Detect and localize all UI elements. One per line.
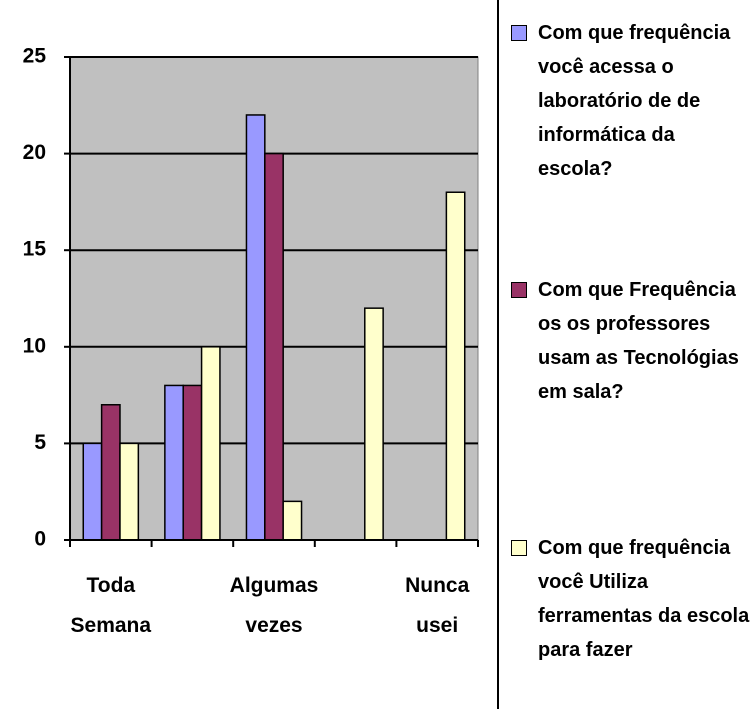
bar	[264, 152, 284, 541]
bar	[445, 191, 466, 541]
y-tick-label: 20	[23, 141, 46, 164]
chart: 0 5 10 15 20 25	[23, 45, 479, 551]
legend-swatch	[511, 540, 527, 556]
bar	[164, 384, 184, 541]
y-tick-label: 0	[34, 528, 46, 551]
legend-label: Com que Frequência os os professores usa…	[538, 279, 739, 403]
bar	[200, 346, 221, 541]
bar	[364, 307, 384, 541]
legend-swatch	[511, 25, 527, 41]
bar	[119, 442, 140, 541]
legend-swatch	[511, 282, 527, 298]
bar	[245, 114, 266, 541]
bar	[182, 384, 203, 541]
bar	[282, 500, 303, 541]
y-tick-label: 5	[34, 431, 46, 454]
bar	[82, 442, 103, 541]
legend: Com que frequência você acessa o laborat…	[497, 0, 756, 709]
x-tick-label: Algumas vezes	[229, 574, 319, 637]
legend-label: Com que frequência você Utiliza ferramen…	[538, 537, 750, 661]
legend-label: Com que frequência você acessa o laborat…	[538, 22, 731, 180]
y-tick-label: 25	[23, 45, 47, 68]
x-tick-label: Nunca usei	[405, 574, 470, 637]
y-tick-label: 10	[23, 334, 46, 357]
x-tick-label: Toda Semana	[70, 574, 152, 637]
y-tick-label: 15	[23, 238, 47, 261]
bar	[100, 404, 121, 541]
